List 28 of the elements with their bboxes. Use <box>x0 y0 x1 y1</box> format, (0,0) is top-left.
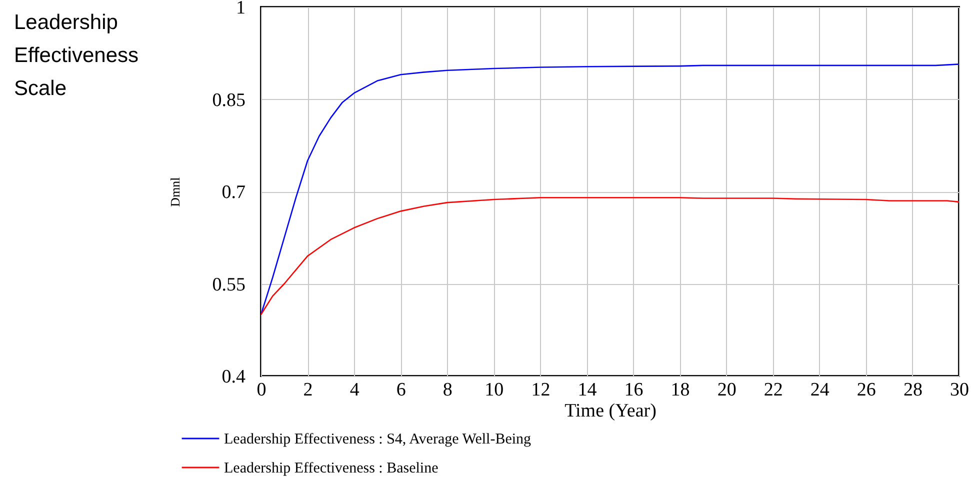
legend-label: Leadership Effectiveness : S4, Average Well-Being <box>224 432 532 448</box>
x-tick-label: 30 <box>950 380 969 400</box>
y-tick-label: 1 <box>236 0 246 18</box>
x-tick-label: 14 <box>578 380 598 400</box>
text: Leadership Effectiveness Scale <box>14 10 140 102</box>
x-tick-label: 16 <box>624 380 644 400</box>
x-axis-title: Time (Year) <box>564 400 656 422</box>
x-tick-label: 4 <box>350 380 360 400</box>
x-tick-label: 18 <box>670 380 690 400</box>
x-tick-label: 26 <box>856 380 876 400</box>
x-tick-label: 10 <box>484 380 504 400</box>
x-tick-label: 2 <box>303 380 313 400</box>
y-axis-title: Dmnl <box>167 176 182 207</box>
x-tick-label: 12 <box>531 380 550 400</box>
x-tick-label: 22 <box>764 380 783 400</box>
x-tick-label: 24 <box>810 380 830 400</box>
legend-label: Leadership Effectiveness : Baseline <box>224 460 439 476</box>
y-tick-label: 0.7 <box>222 182 246 203</box>
line-series <box>261 64 959 316</box>
line-series <box>261 197 959 316</box>
x-tick-label: 28 <box>903 380 922 400</box>
x-tick-label: 6 <box>396 380 406 400</box>
y-tick-label: 0.4 <box>222 366 246 388</box>
x-tick-label: 0 <box>256 380 266 400</box>
y-tick-label: 0.55 <box>212 274 246 296</box>
x-tick-label: 20 <box>717 380 736 400</box>
y-tick-label: 0.85 <box>212 90 246 111</box>
x-tick-label: 8 <box>442 380 452 400</box>
